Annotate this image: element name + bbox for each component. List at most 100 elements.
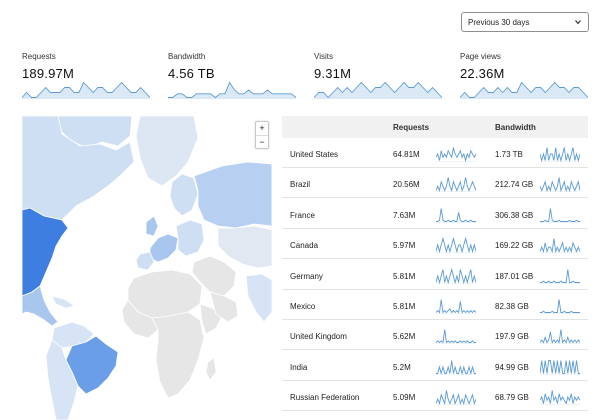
chevron-down-icon: [575, 20, 581, 25]
period-select[interactable]: Previous 30 days: [461, 12, 589, 32]
period-select-value: Previous 30 days: [468, 17, 530, 27]
sparkline-line: [436, 237, 476, 254]
region-arabia: [209, 291, 239, 323]
stat-label: Bandwidth: [168, 52, 206, 61]
sparkline-line: [540, 390, 580, 405]
region-united-kingdom: [145, 215, 159, 237]
sparkline-line: [436, 299, 476, 314]
sparkline-line: [436, 208, 476, 222]
requests-sparkline: [436, 299, 476, 314]
requests-sparkline: [436, 147, 476, 162]
stat-requests: Requests 189.97M: [22, 52, 152, 100]
stat-value: 22.36M: [460, 66, 505, 81]
sparkline-line: [436, 177, 476, 193]
bandwidth-sparkline: [540, 329, 580, 345]
sparkline-line: [436, 267, 476, 284]
bandwidth-value: 94.99 GB: [495, 362, 529, 372]
region-india: [245, 273, 272, 323]
region-russia: [193, 161, 272, 229]
requests-value: 7.63M: [393, 210, 416, 220]
requests-sparkline: [436, 360, 476, 375]
region-madagascar: [205, 357, 217, 381]
sparkline-line: [22, 81, 150, 98]
region-iberia: [135, 251, 155, 271]
table-row[interactable]: Mexico 5.81M 82.38 GB: [282, 290, 588, 320]
region-greenland: [135, 116, 199, 187]
table-row[interactable]: United Kingdom 5.62M 197.9 GB: [282, 320, 588, 351]
table-row[interactable]: India 5.2M 94.99 GB: [282, 351, 588, 381]
world-map[interactable]: [22, 116, 272, 420]
stat-label: Page views: [460, 52, 501, 61]
requests-value: 5.81M: [393, 271, 416, 281]
sparkline-line: [436, 329, 476, 344]
sparkline-line: [436, 390, 476, 406]
stat-value: 4.56 TB: [168, 66, 215, 81]
country-name: France: [290, 210, 315, 220]
bandwidth-value: 82.38 GB: [495, 302, 529, 311]
sparkline-line: [540, 147, 580, 162]
region-scandinavia: [169, 173, 199, 217]
requests-value: 5.81M: [393, 302, 416, 311]
bandwidth-value: 68.79 GB: [495, 393, 529, 403]
requests-sparkline: [436, 267, 476, 284]
stat-label: Visits: [314, 52, 333, 61]
table-row[interactable]: Canada 5.97M 169.22 GB: [282, 229, 588, 260]
sparkline-area: [460, 82, 588, 99]
column-header-bandwidth: Bandwidth: [495, 123, 536, 132]
bandwidth-sparkline: [540, 147, 580, 162]
requests-sparkline: [436, 237, 476, 254]
bandwidth-sparkline: [540, 208, 580, 223]
country-name: Germany: [290, 271, 323, 281]
table-header: Requests Bandwidth: [282, 116, 588, 138]
bandwidth-sparkline: [540, 390, 580, 406]
bandwidth-sparkline: [540, 359, 580, 375]
stat-visits: Visits 9.31M: [314, 52, 444, 100]
region-middle-east: [191, 255, 237, 297]
country-name: Mexico: [290, 302, 316, 311]
region-east-africa: [199, 303, 223, 335]
stat-sparkline: [460, 81, 588, 99]
region-west-africa: [121, 299, 159, 339]
stat-label: Requests: [22, 52, 56, 61]
sparkline-line: [168, 81, 296, 99]
sparkline-line: [540, 329, 580, 345]
region-central-asia: [217, 225, 272, 269]
bandwidth-sparkline: [540, 299, 580, 314]
country-name: United States: [290, 150, 339, 159]
world-map-canvas: [22, 116, 272, 420]
bandwidth-sparkline: [540, 177, 580, 193]
map-zoom-controls: + −: [255, 121, 269, 149]
bandwidth-sparkline: [540, 238, 580, 254]
region-arctic-islands: [57, 116, 133, 149]
stat-bandwidth: Bandwidth 4.56 TB: [168, 52, 298, 100]
requests-sparkline: [436, 177, 476, 193]
bandwidth-value: 1.73 TB: [495, 150, 523, 159]
country-name: India: [290, 362, 308, 372]
zoom-out-button[interactable]: −: [259, 137, 265, 147]
region-central-africa: [151, 311, 205, 399]
sparkline-line: [540, 238, 580, 254]
bandwidth-value: 306.38 GB: [495, 210, 534, 220]
bandwidth-value: 169.22 GB: [495, 241, 534, 251]
requests-value: 5.09M: [393, 393, 416, 403]
requests-sparkline: [436, 208, 476, 223]
table-row[interactable]: United States 64.81M 1.73 TB: [282, 138, 588, 168]
country-name: Canada: [290, 241, 319, 251]
stat-value: 189.97M: [22, 66, 74, 81]
sparkline-area: [314, 82, 442, 99]
table-row[interactable]: Russian Federation 5.09M 68.79 GB: [282, 381, 588, 412]
table-row[interactable]: Brazil 20.56M 212.74 GB: [282, 168, 588, 199]
stat-value: 9.31M: [314, 66, 352, 81]
sparkline-line: [436, 147, 476, 162]
table-row[interactable]: Germany 5.81M 187.01 GB: [282, 260, 588, 290]
table-row[interactable]: France 7.63M 306.38 GB: [282, 199, 588, 229]
bandwidth-value: 212.74 GB: [495, 180, 534, 190]
region-mexico: [22, 285, 59, 327]
zoom-in-button[interactable]: +: [256, 122, 268, 136]
country-table: Requests Bandwidth United States 64.81M 1.…: [282, 116, 588, 420]
sparkline-area: [168, 82, 296, 99]
sparkline-line: [540, 269, 580, 283]
stat-sparkline: [168, 81, 296, 99]
bandwidth-value: 187.01 GB: [495, 271, 534, 281]
stat-sparkline: [314, 81, 442, 99]
